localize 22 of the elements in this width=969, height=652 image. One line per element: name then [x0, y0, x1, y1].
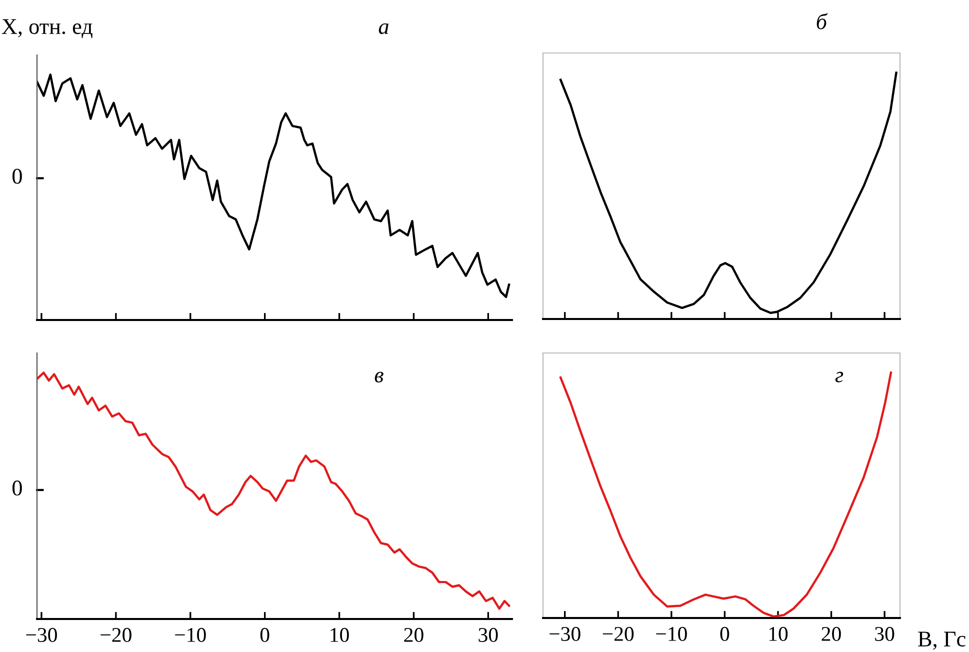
- x-tick-label: 30: [875, 626, 894, 641]
- chart-title: г: [835, 372, 844, 382]
- text: 0: [12, 168, 22, 184]
- x-tick-label: 10: [330, 628, 349, 642]
- x-tick-label: −30: [26, 628, 57, 642]
- chart-title: а: [378, 23, 388, 34]
- x-axis-title: B, Гс: [918, 632, 966, 650]
- x-tick-label: −10: [656, 626, 687, 641]
- chart-title: б: [816, 13, 828, 30]
- x-tick-label: 20: [404, 628, 424, 642]
- y-axis-title: X, отн. ед: [2, 19, 92, 38]
- x-tick-label: −30: [550, 626, 580, 641]
- x-tick-label: 0: [260, 628, 270, 642]
- chart-title: в: [374, 372, 384, 383]
- x-tick-label: −20: [602, 626, 634, 641]
- x-tick-label: 30: [478, 628, 498, 642]
- x-tick-label: 20: [822, 626, 841, 641]
- x-tick-label: −10: [175, 628, 206, 642]
- x-tick-label: 0: [720, 626, 730, 641]
- x-tick-label: 10: [769, 626, 788, 641]
- x-tick-label: −20: [100, 628, 132, 642]
- text: 0: [12, 480, 22, 496]
